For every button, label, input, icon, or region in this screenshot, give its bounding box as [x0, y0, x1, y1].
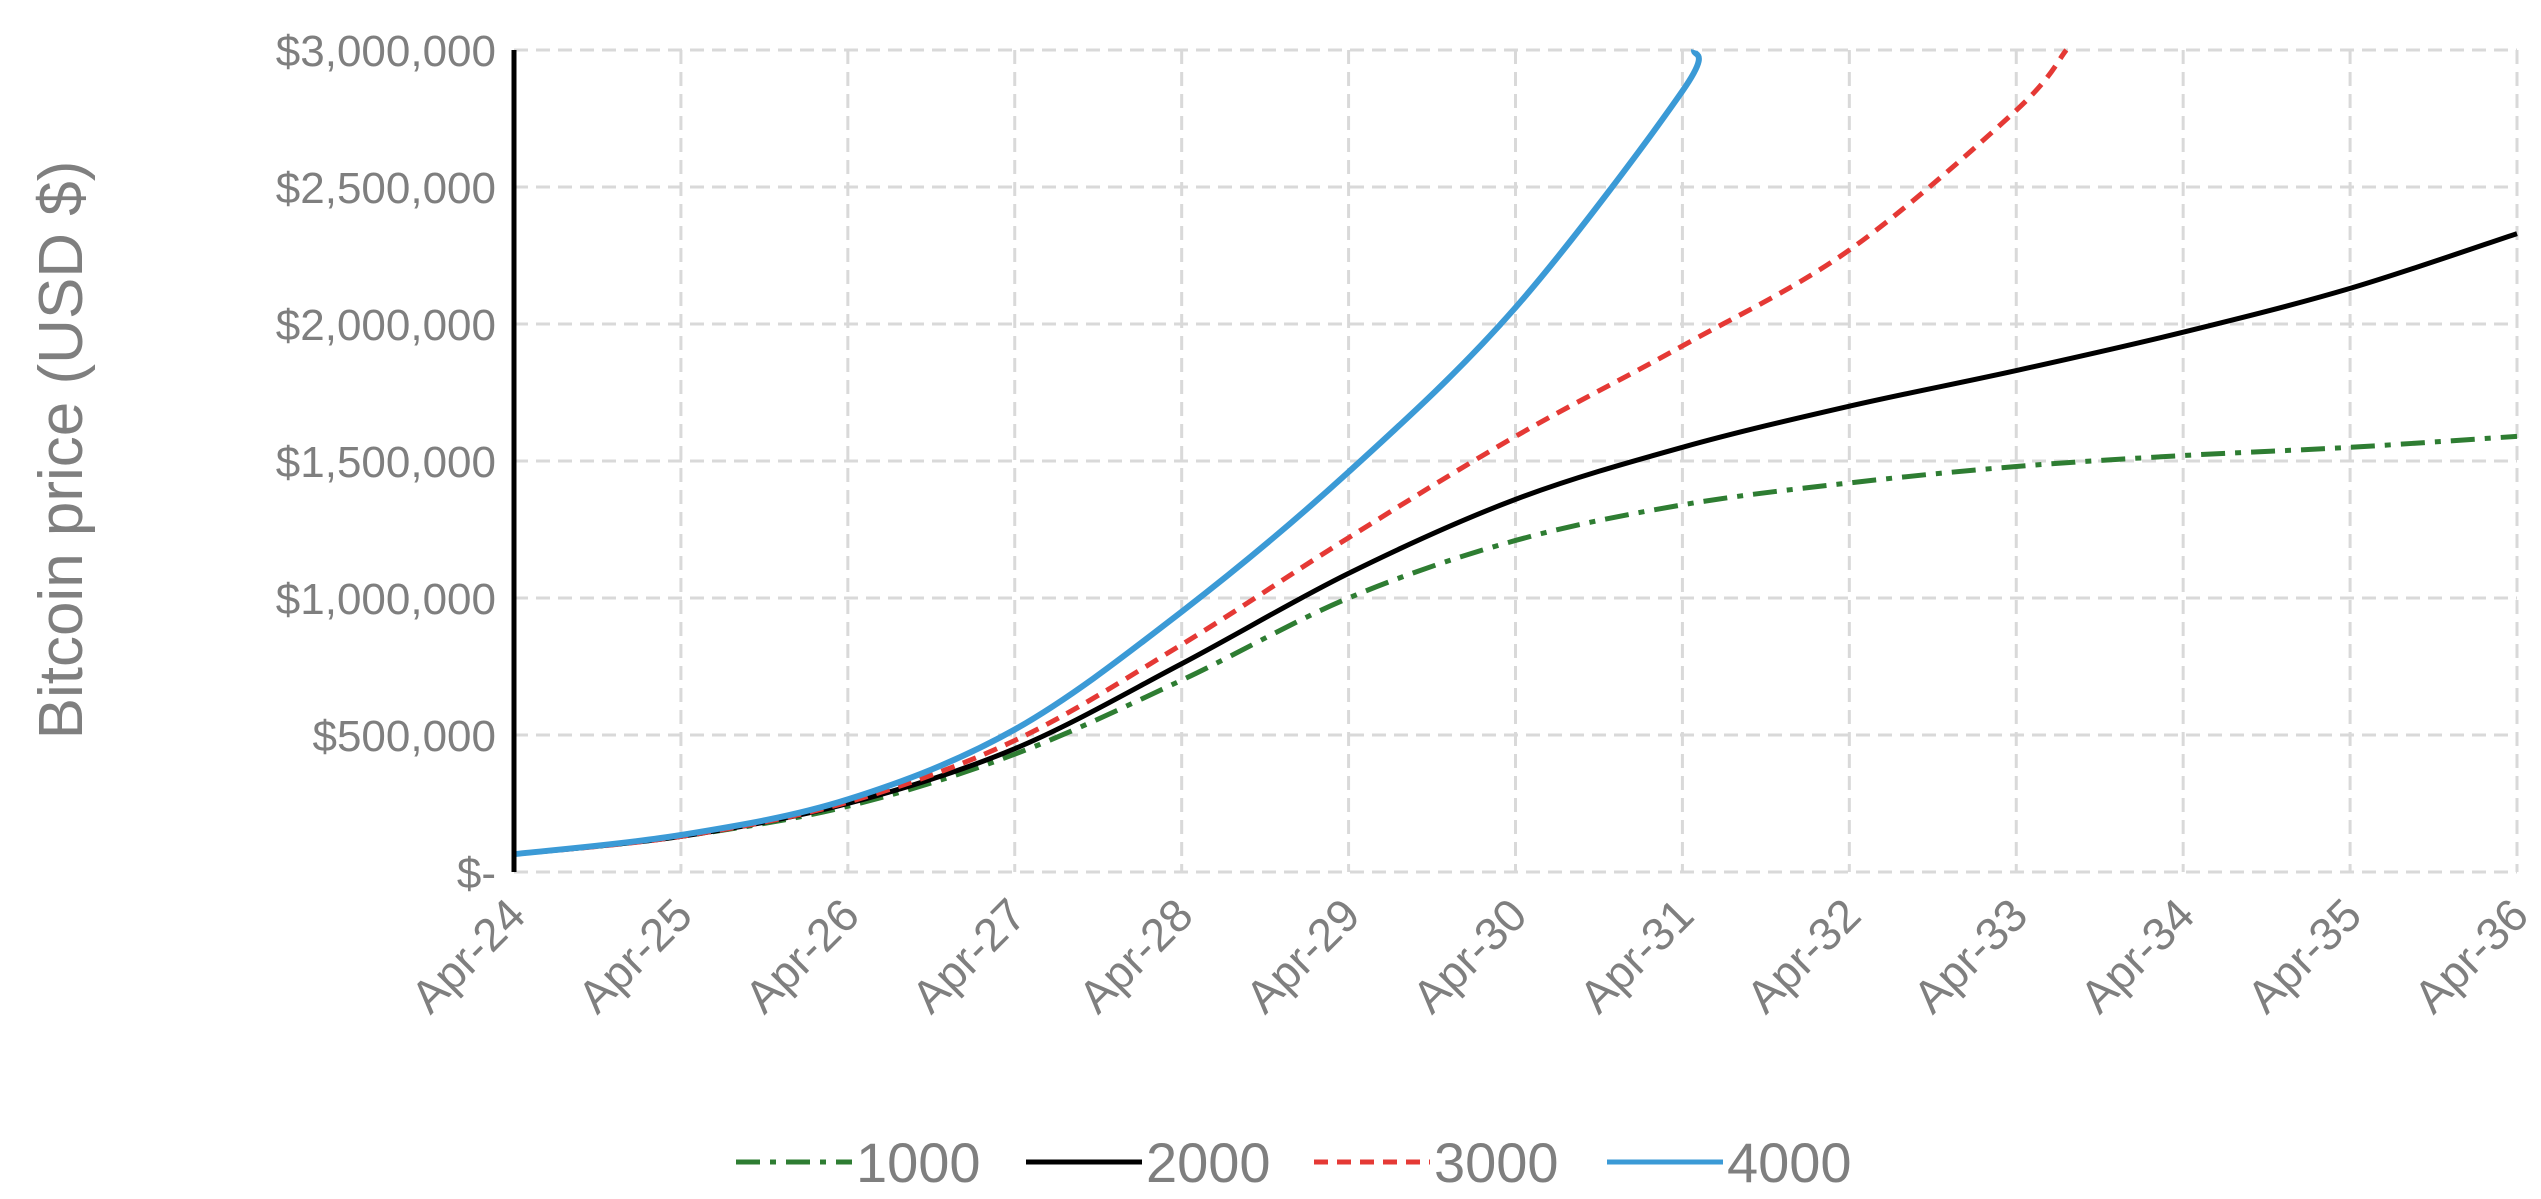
y-tick-label: $1,000,000 [276, 575, 496, 624]
legend-label-3000: 3000 [1434, 1131, 1559, 1194]
series-lines [513, 48, 2518, 858]
y-tick-label: $2,000,000 [276, 301, 496, 350]
legend-label-2000: 2000 [1146, 1131, 1271, 1194]
x-tick-label: Apr-34 [2070, 888, 2204, 1022]
grid-lines [512, 48, 2519, 874]
y-tick-label: $1,500,000 [276, 438, 496, 487]
y-tick-label: $2,500,000 [276, 164, 496, 213]
x-tick-label: Apr-27 [901, 888, 1035, 1022]
legend: 1000 2000 3000 4000 [736, 1131, 1852, 1194]
x-tick-label: Apr-31 [1569, 888, 1703, 1022]
series-line-4000 [513, 48, 1702, 858]
legend-label-4000: 4000 [1727, 1131, 1852, 1194]
x-tick-label: Apr-33 [1903, 888, 2037, 1022]
x-tick-label: Apr-28 [1068, 888, 1202, 1022]
series-line-2000 [513, 231, 2518, 857]
x-tick-label: Apr-26 [734, 888, 868, 1022]
y-tick-label: $3,000,000 [276, 27, 496, 76]
x-tick-label: Apr-29 [1235, 888, 1369, 1022]
series-line-1000 [513, 433, 2518, 857]
x-tick-label: Apr-32 [1736, 888, 1870, 1022]
x-tick-label: Apr-36 [2404, 888, 2538, 1022]
x-axis-tick-labels: Apr-24 Apr-25 Apr-26 Apr-27 Apr-28 Apr-29 Apr-… [401, 888, 2538, 1022]
x-tick-label: Apr-25 [568, 888, 702, 1022]
y-axis-tick-labels: $- $500,000 $1,000,000 $1,500,000 $2,000,000… [276, 27, 496, 898]
x-tick-label: Apr-24 [401, 888, 535, 1022]
x-tick-label: Apr-30 [1402, 888, 1536, 1022]
x-tick-label: Apr-35 [2237, 888, 2371, 1022]
y-tick-label: $- [457, 849, 496, 898]
legend-label-1000: 1000 [856, 1131, 981, 1194]
y-tick-label: $500,000 [312, 712, 496, 761]
y-axis-title: Bitcoin price (USD $) [27, 161, 96, 740]
